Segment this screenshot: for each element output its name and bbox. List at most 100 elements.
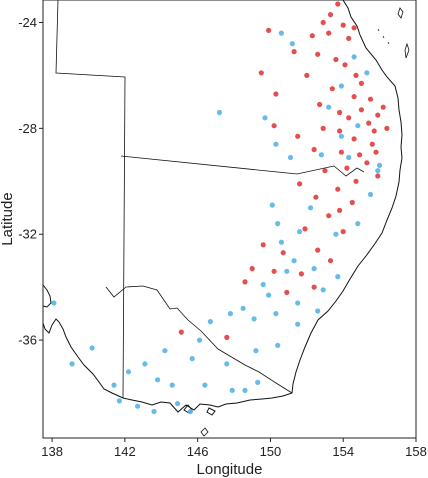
red-point-57 — [311, 284, 317, 290]
y-tick-label-2: -32 — [18, 227, 37, 242]
blue-point-53 — [242, 387, 248, 393]
red-point-19 — [351, 94, 357, 100]
red-point-0 — [335, 1, 341, 7]
x-tick-label-3: 150 — [260, 444, 282, 459]
y-tick-label-1: -28 — [18, 121, 37, 136]
red-point-39 — [322, 168, 328, 174]
blue-point-21 — [311, 266, 317, 272]
island-reef-3 — [377, 28, 380, 32]
western-port-coast — [206, 407, 216, 416]
blue-point-31 — [295, 321, 301, 327]
state-borders — [55, 0, 365, 399]
red-point-63 — [224, 334, 230, 340]
red-point-29 — [371, 128, 377, 134]
island-fraser — [397, 7, 404, 19]
blue-point-27 — [273, 311, 279, 317]
red-point-61 — [384, 125, 390, 131]
island-reef-1 — [382, 35, 385, 39]
blue-point-8 — [287, 154, 294, 161]
blue-point-11 — [375, 168, 381, 174]
blue-point-15 — [297, 229, 303, 235]
red-point-4 — [351, 25, 357, 31]
blue-point-7 — [273, 141, 279, 147]
red-point-53 — [249, 266, 255, 272]
blue-point-0 — [351, 54, 357, 60]
blue-point-28 — [315, 308, 321, 314]
x-axis: 138 142 146 150 154 158 — [41, 438, 427, 459]
red-point-60 — [380, 104, 386, 110]
red-point-38 — [344, 165, 350, 171]
blue-point-38 — [142, 361, 148, 367]
observation-points — [51, 1, 390, 415]
sa-nsw-qld-border — [55, 0, 126, 399]
y-axis: -24 -28 -32 -36 — [18, 15, 43, 348]
blue-point-54 — [377, 162, 383, 168]
red-point-42 — [297, 181, 303, 187]
blue-point-30 — [227, 311, 233, 317]
blue-point-61 — [51, 300, 57, 306]
blue-point-18 — [333, 231, 339, 237]
red-point-58 — [284, 289, 290, 295]
red-point-28 — [337, 128, 343, 134]
blue-point-55 — [355, 123, 361, 129]
red-point-46 — [326, 213, 332, 219]
blue-point-48 — [175, 401, 181, 407]
island-reef-2 — [387, 41, 390, 45]
blue-point-56 — [326, 104, 332, 110]
blue-point-24 — [266, 292, 272, 298]
red-point-55 — [298, 271, 304, 277]
red-point-21 — [317, 101, 323, 108]
red-point-64 — [178, 329, 184, 335]
blue-point-49 — [151, 408, 157, 415]
red-point-41 — [353, 178, 359, 184]
blue-point-3 — [216, 109, 223, 116]
red-point-9 — [291, 49, 297, 55]
blue-point-2 — [289, 41, 295, 47]
plot-area — [43, 0, 416, 438]
blue-point-29 — [251, 316, 257, 322]
x-axis-title: Longitude — [197, 461, 263, 478]
blue-point-14 — [307, 205, 314, 211]
blue-point-4 — [338, 83, 344, 89]
red-point-2 — [320, 19, 326, 26]
red-point-20 — [367, 96, 374, 102]
blue-point-13 — [269, 202, 275, 208]
blue-point-50 — [135, 403, 141, 409]
blue-point-60 — [338, 133, 344, 139]
red-point-22 — [358, 107, 364, 113]
red-point-23 — [337, 109, 343, 116]
red-point-59 — [337, 207, 343, 213]
spencer-gulf-coast — [43, 284, 52, 308]
red-point-54 — [271, 268, 277, 274]
blue-point-33 — [275, 342, 281, 348]
blue-point-58 — [260, 281, 266, 288]
blue-point-32 — [207, 319, 213, 325]
red-point-11 — [333, 56, 339, 63]
red-point-7 — [309, 33, 315, 39]
red-point-14 — [304, 72, 310, 78]
red-point-47 — [302, 226, 308, 232]
blue-point-6 — [262, 115, 268, 121]
red-point-48 — [340, 229, 346, 235]
red-point-18 — [273, 91, 279, 97]
x-tick-label-5: 158 — [405, 444, 427, 459]
red-point-44 — [313, 194, 319, 200]
blue-point-26 — [240, 305, 246, 311]
axes-frame — [42, 0, 417, 439]
blue-point-35 — [224, 361, 230, 367]
blue-point-10 — [346, 154, 352, 161]
blue-point-16 — [355, 221, 361, 227]
red-point-52 — [327, 258, 334, 264]
red-point-51 — [280, 250, 286, 256]
blue-point-37 — [162, 348, 168, 354]
red-point-30 — [295, 133, 301, 139]
red-point-32 — [369, 141, 375, 147]
nsw-qld-border — [120, 155, 365, 177]
red-point-25 — [366, 120, 372, 126]
x-tick-label-4: 154 — [332, 444, 354, 459]
blue-point-34 — [253, 348, 259, 354]
red-point-12 — [342, 62, 348, 68]
blue-point-57 — [275, 221, 281, 227]
blue-point-36 — [189, 356, 195, 362]
